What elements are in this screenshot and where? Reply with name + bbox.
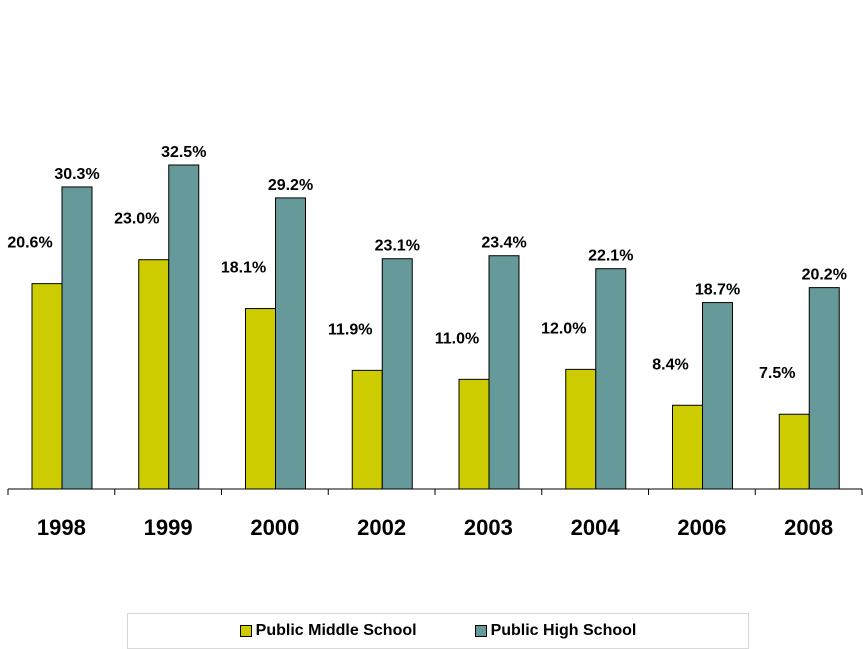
bar-high-school-1999 xyxy=(168,164,200,490)
bar-middle-school-2008 xyxy=(778,413,810,490)
category-labels-group: 1998 1999 2000 2002 2003 2004 2006 2008 xyxy=(37,515,833,540)
category-label-1999: 1999 xyxy=(144,515,193,540)
legend-label-middle-school: Public Middle School xyxy=(255,622,417,639)
data-label-high-school-1999: 32.5% xyxy=(161,144,206,161)
data-label-middle-school-2006: 8.4% xyxy=(652,356,688,373)
bar-middle-school-2003 xyxy=(458,378,490,490)
data-labels-group: 20.6% 30.3% 23.0% 32.5% 18.1% 29.2% 11.9% 23.1%… xyxy=(7,144,847,382)
bar-middle-school-2004 xyxy=(565,368,597,490)
category-label-2002: 2002 xyxy=(357,515,406,540)
legend-item-high-school: Public High School xyxy=(474,622,637,640)
legend-swatch-high-school xyxy=(474,625,487,637)
bar-high-school-1998 xyxy=(61,186,93,490)
legend-label-high-school: Public High School xyxy=(490,622,637,639)
data-label-high-school-2000: 29.2% xyxy=(268,177,313,194)
data-label-high-school-2006: 18.7% xyxy=(695,282,740,299)
data-label-high-school-2004: 22.1% xyxy=(588,248,633,265)
bar-high-school-2002 xyxy=(381,258,413,490)
category-label-2008: 2008 xyxy=(784,515,833,540)
data-label-middle-school-2008: 7.5% xyxy=(759,365,795,382)
bar-high-school-2006 xyxy=(702,302,733,490)
category-label-2003: 2003 xyxy=(464,515,513,540)
bar-middle-school-2006 xyxy=(672,404,703,490)
bar-high-school-2000 xyxy=(275,197,306,490)
legend-item-middle-school: Public Middle School xyxy=(239,622,417,640)
data-label-high-school-2008: 20.2% xyxy=(802,267,847,284)
legend: Public Middle School Public High School xyxy=(127,613,749,649)
data-label-middle-school-2000: 18.1% xyxy=(221,260,266,277)
bar-middle-school-1999 xyxy=(138,259,170,490)
bar-middle-school-2002 xyxy=(351,369,383,490)
bar-middle-school-1998 xyxy=(31,283,63,490)
category-label-2004: 2004 xyxy=(571,515,621,540)
category-label-1998: 1998 xyxy=(37,515,86,540)
category-label-2000: 2000 xyxy=(250,515,299,540)
bars-group xyxy=(31,164,840,490)
bar-high-school-2004 xyxy=(595,268,627,490)
data-label-high-school-2002: 23.1% xyxy=(375,238,420,255)
bar-high-school-2008 xyxy=(808,287,840,490)
category-label-2006: 2006 xyxy=(677,515,726,540)
data-label-high-school-2003: 23.4% xyxy=(481,235,526,252)
legend-swatch-middle-school xyxy=(239,625,252,637)
x-axis-ticks xyxy=(7,489,863,495)
data-label-middle-school-1999: 23.0% xyxy=(114,211,159,228)
bar-middle-school-2000 xyxy=(245,308,276,490)
data-label-middle-school-2002: 11.9% xyxy=(328,321,372,338)
bar-high-school-2003 xyxy=(488,255,520,490)
data-label-middle-school-2003: 11.0% xyxy=(435,330,479,347)
data-label-high-school-1998: 30.3% xyxy=(54,166,99,183)
data-label-middle-school-1998: 20.6% xyxy=(7,235,52,252)
data-label-middle-school-2004: 12.0% xyxy=(541,320,586,337)
